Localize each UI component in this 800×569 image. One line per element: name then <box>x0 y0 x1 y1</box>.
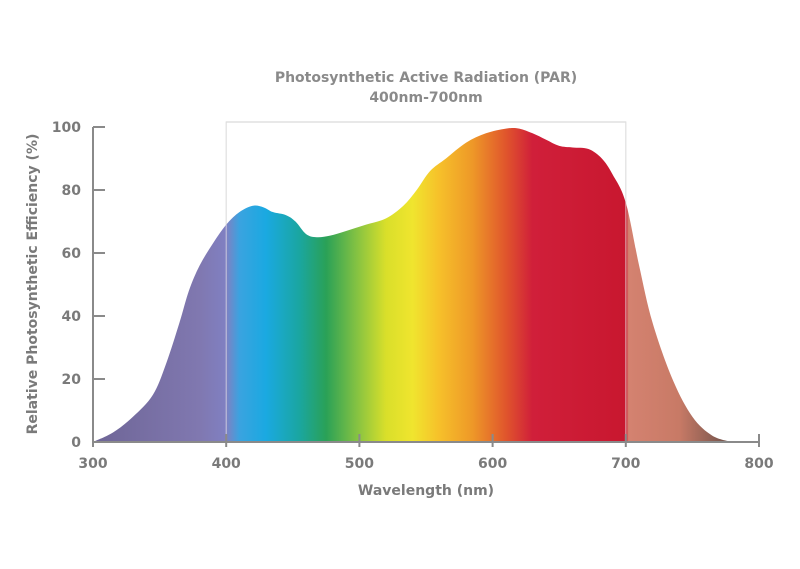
y-tick-label-0: 0 <box>71 435 81 451</box>
axes: 300 400 500 600 700 800 0 20 40 60 80 100 <box>52 120 774 472</box>
x-tick-label-300: 300 <box>78 456 107 472</box>
chart-title: Photosynthetic Active Radiation (PAR) <box>275 70 577 86</box>
y-tick-label-60: 60 <box>62 246 82 262</box>
x-tick-label-600: 600 <box>478 456 507 472</box>
chart-subtitle: 400nm-700nm <box>369 90 482 106</box>
x-tick-label-700: 700 <box>611 456 640 472</box>
y-tick-label-80: 80 <box>62 183 82 199</box>
x-tick-label-800: 800 <box>744 456 773 472</box>
y-axis-label: Relative Photosynthetic Efficiency (%) <box>25 134 41 435</box>
spectrum-area <box>93 127 733 443</box>
y-tick-label-20: 20 <box>62 372 82 388</box>
y-tick-label-40: 40 <box>62 309 82 325</box>
x-tick-label-500: 500 <box>345 456 374 472</box>
plot-area <box>93 121 733 443</box>
x-axis-label: Wavelength (nm) <box>358 483 494 499</box>
y-tick-label-100: 100 <box>52 120 81 136</box>
x-tick-label-400: 400 <box>212 456 241 472</box>
